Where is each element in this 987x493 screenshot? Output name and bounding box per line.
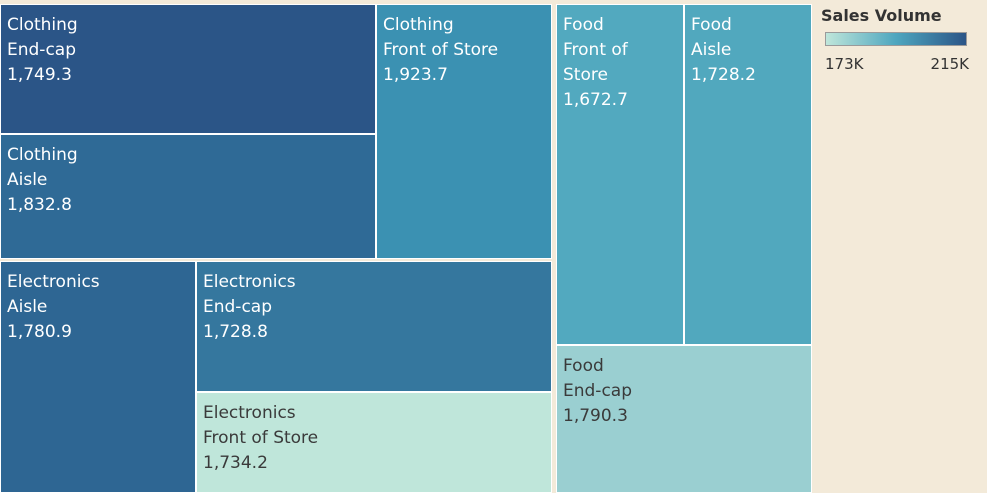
cell-label-line: Food (563, 15, 604, 35)
cell-label-line: Food (563, 356, 604, 376)
cell-value-label: 1,832.8 (7, 195, 72, 215)
cell-label-line: Electronics (7, 272, 100, 292)
cell-value-label: 1,728.2 (691, 65, 756, 85)
cell-label-line: Clothing (7, 15, 78, 35)
color-legend: Sales Volume 173K 215K (821, 6, 971, 73)
cell-label-line: Front of Store (203, 428, 319, 448)
cell-label-line: Aisle (691, 40, 732, 60)
treemap-cell[interactable]: Food End-cap 1,790.3 (556, 345, 812, 493)
cell-label-line: Store (563, 65, 608, 85)
cell-value-label: 1,780.9 (7, 322, 72, 342)
treemap-cell[interactable]: Electronics End-cap 1,728.8 (196, 261, 552, 392)
cell-value-label: 1,728.8 (203, 322, 268, 342)
treemap-cell[interactable]: Clothing Aisle 1,832.8 (0, 134, 376, 259)
treemap-cell[interactable]: Food Front of Store 1,672.7 (556, 4, 684, 345)
treemap-cell[interactable]: Electronics Aisle 1,780.9 (0, 261, 196, 493)
cell-label-line: Electronics (203, 403, 296, 423)
legend-gradient-bar (825, 32, 967, 46)
cell-label-line: End-cap (7, 40, 76, 60)
cell-label-line: Electronics (203, 272, 296, 292)
cell-value-label: 1,734.2 (203, 453, 268, 473)
cell-label-line: Aisle (7, 170, 48, 190)
treemap-cell[interactable]: Electronics Front of Store 1,734.2 (196, 392, 552, 493)
cell-label-line: Aisle (7, 297, 48, 317)
cell-label-line: Food (691, 15, 732, 35)
cell-value-label: 1,790.3 (563, 406, 628, 426)
cell-label-line: Clothing (7, 145, 78, 165)
legend-max-label: 215K (930, 55, 969, 73)
cell-value-label: 1,672.7 (563, 90, 628, 110)
cell-label-line: Front of (563, 40, 628, 60)
treemap-cell[interactable]: Clothing Front of Store 1,923.7 (376, 4, 552, 259)
treemap-cell[interactable]: Food Aisle 1,728.2 (684, 4, 812, 345)
cell-label-line: Front of Store (383, 40, 499, 60)
treemap-cell[interactable]: Clothing End-cap 1,749.3 (0, 4, 376, 134)
legend-title: Sales Volume (821, 6, 942, 25)
cell-value-label: 1,923.7 (383, 65, 448, 85)
cell-label-line: Clothing (383, 15, 454, 35)
legend-min-label: 173K (825, 55, 864, 73)
cell-label-line: End-cap (203, 297, 272, 317)
cell-label-line: End-cap (563, 381, 632, 401)
cell-value-label: 1,749.3 (7, 65, 72, 85)
